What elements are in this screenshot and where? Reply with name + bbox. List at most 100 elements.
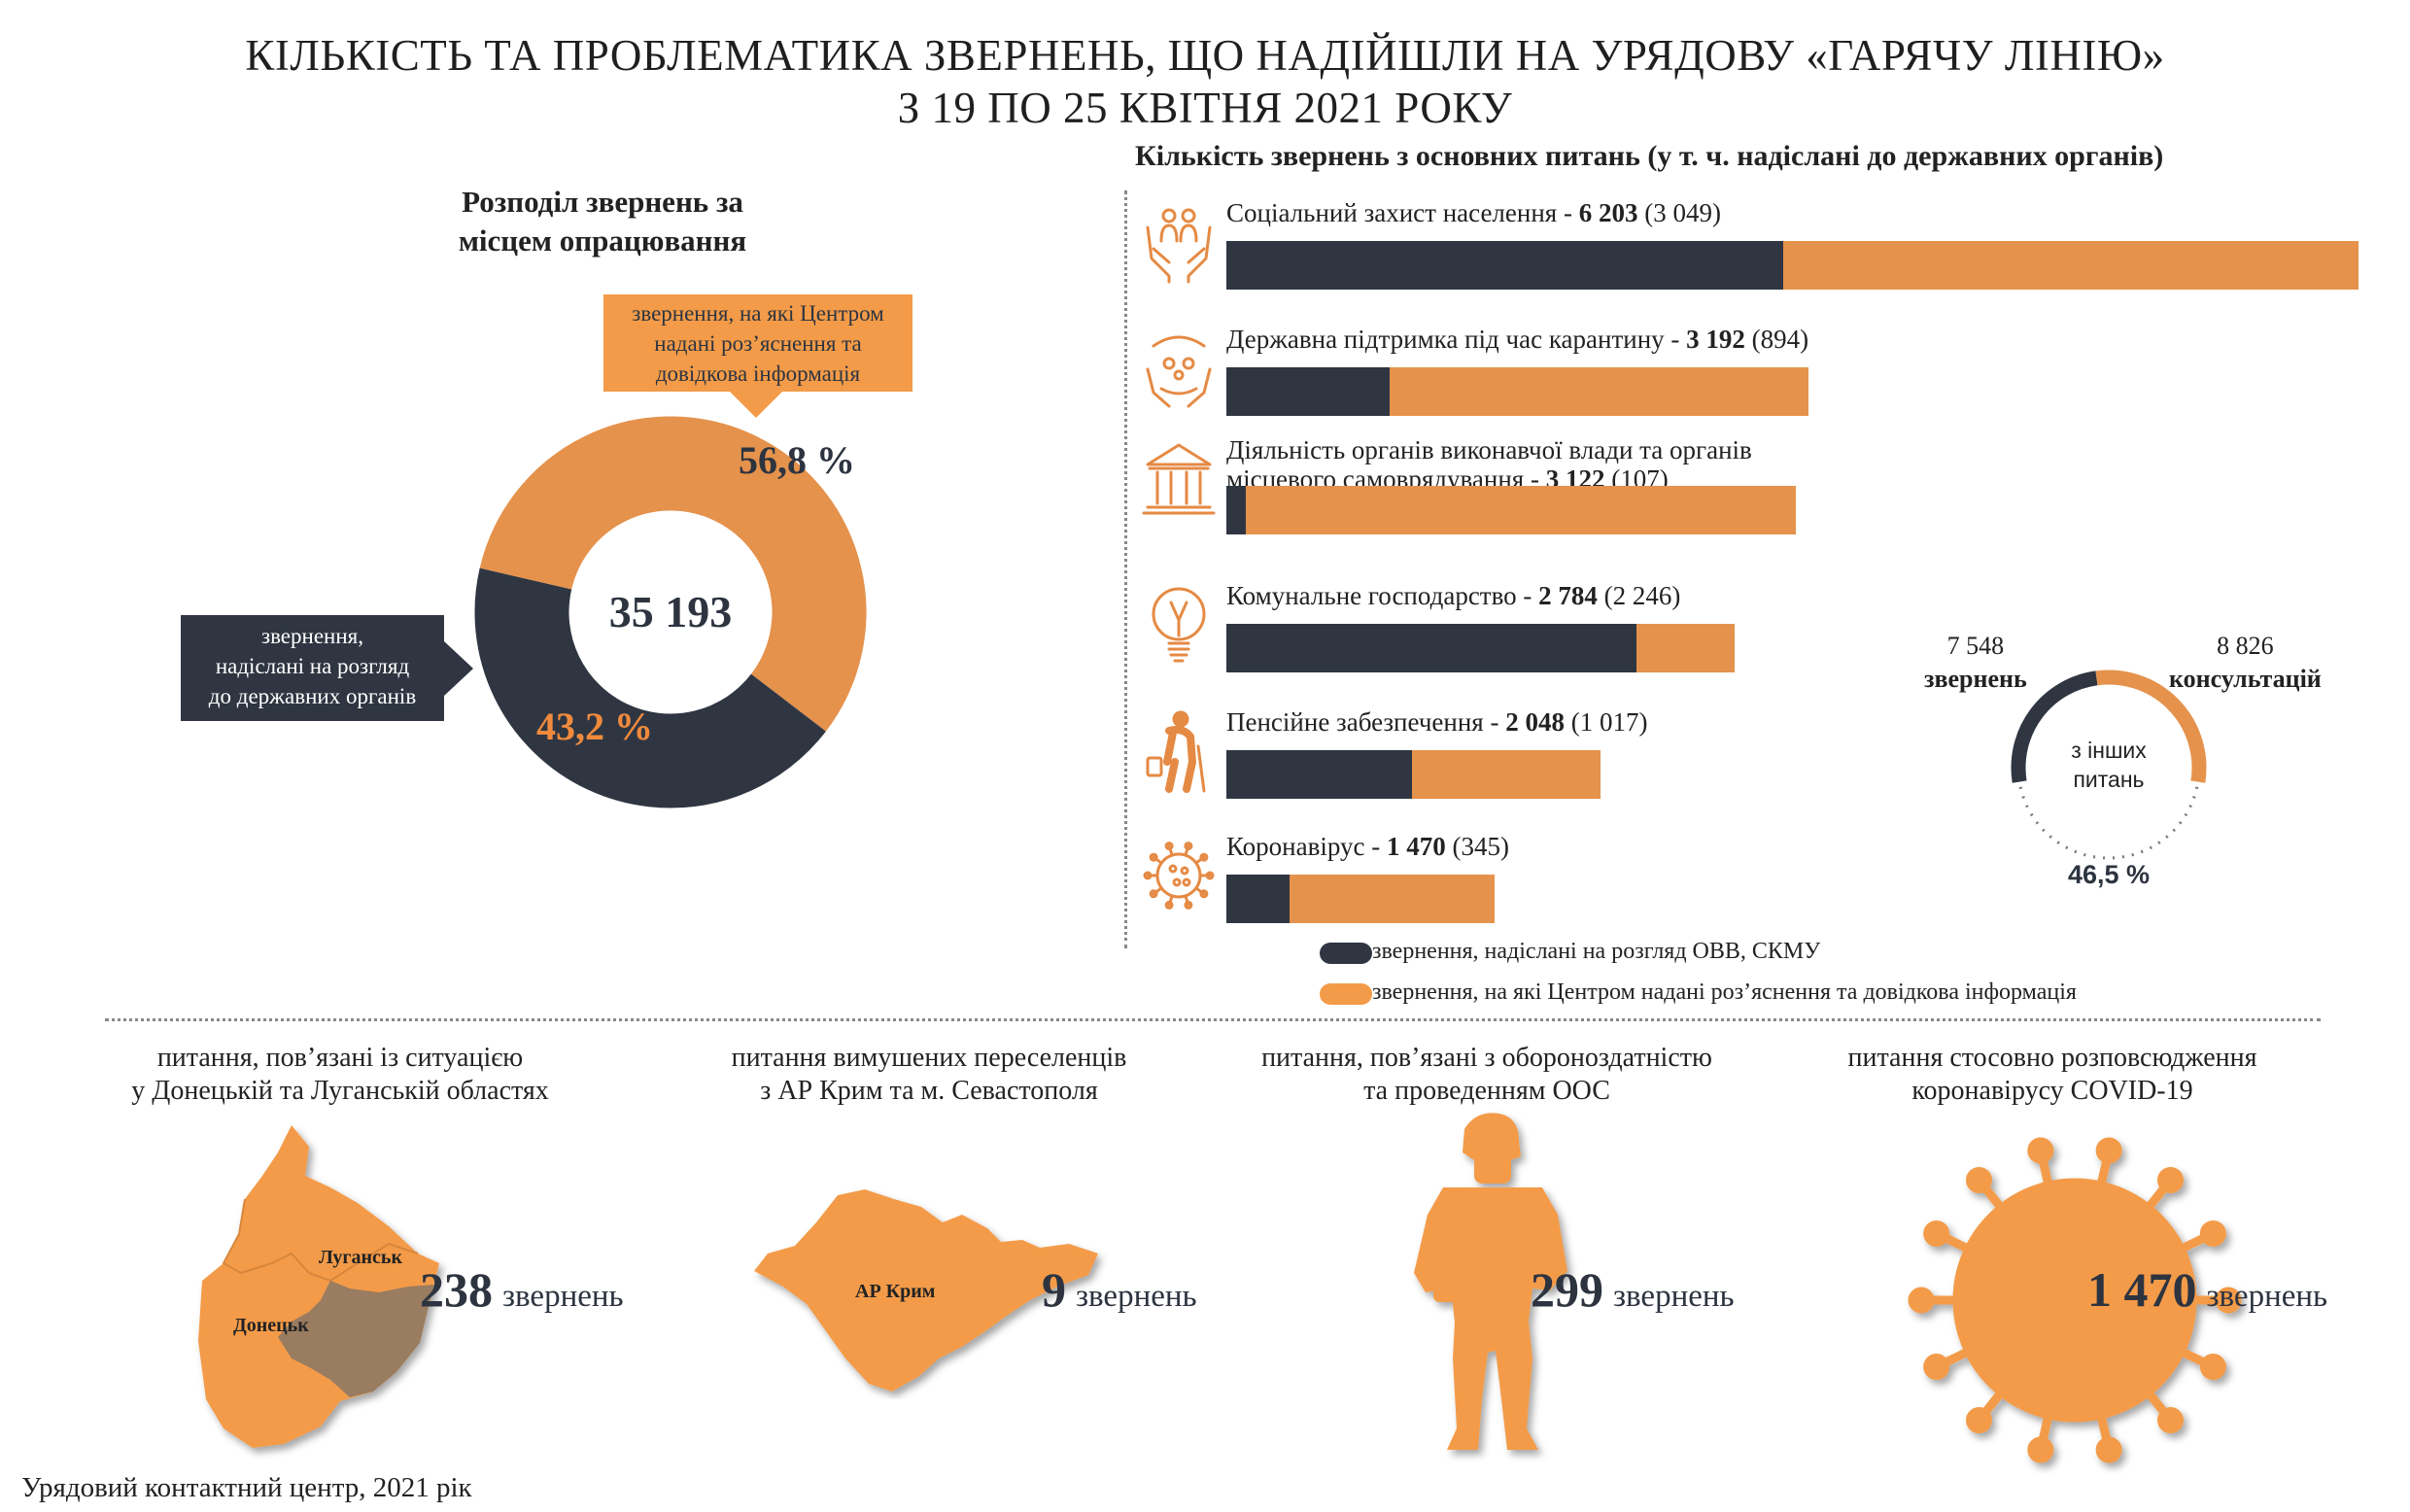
- count-number: 9: [1042, 1262, 1066, 1317]
- count-defense: 299 звернень: [1531, 1261, 1735, 1318]
- category-caption-line-2: коронавірусу COVID-19: [1911, 1076, 2193, 1106]
- bar-segment-sent: [1226, 875, 1290, 923]
- bar-segment-consulted: [1782, 241, 2358, 290]
- donut-heading: Розподіл звернень за місцем опрацювання: [330, 183, 875, 260]
- title-line-2: З 19 ПО 25 КВІТНЯ 2021 РОКУ: [897, 84, 1513, 132]
- bar-label-text: Державна підтримка під час карантину -: [1226, 325, 1687, 354]
- title-line-1: КІЛЬКІСТЬ ТА ПРОБЛЕМАТИКА ЗВЕРНЕНЬ, ЩО Н…: [245, 31, 2165, 80]
- bar-label: Соціальний захист населення - 6 203 (3 0…: [1226, 198, 1721, 227]
- page-title: КІЛЬКІСТЬ ТА ПРОБЛЕМАТИКА ЗВЕРНЕНЬ, ЩО Н…: [0, 29, 2410, 134]
- category-caption-defense: питання, пов’язані з обороноздатністю та…: [1215, 1042, 1759, 1108]
- crimea-map-icon: АР Крим: [754, 1189, 1098, 1392]
- people-in-hands-icon: [1146, 208, 1212, 284]
- soldier-icon: [1414, 1113, 1567, 1450]
- dark-callout-pointer: [444, 641, 473, 696]
- bar-label: Комунальне господарство - 2 784 (2 246): [1226, 581, 1680, 610]
- bar-label: Державна підтримка під час карантину - 3…: [1226, 325, 1808, 354]
- bar-label-text: Діяльність органів виконавчої влади та о…: [1226, 435, 1752, 464]
- other-right-number: 8 826: [2217, 632, 2274, 660]
- other-arcs: [2011, 670, 2207, 783]
- dark-callout: звернення, надіслані на розгляд до держа…: [181, 615, 444, 721]
- orange-callout-pointer: [729, 391, 783, 418]
- dark-percent: 43,2 %: [536, 704, 653, 748]
- light-bulb-icon: [1152, 587, 1206, 663]
- bar-segment-consulted: [1246, 486, 1797, 534]
- other-arc-requests: [2011, 670, 2098, 783]
- bar-total-value: 6 203: [1578, 198, 1638, 227]
- map-label-luhansk: Луганськ: [319, 1247, 402, 1268]
- category-caption-line-2: у Донецькій та Луганській областях: [131, 1076, 549, 1106]
- bar-label: Діяльність органів виконавчої влади та о…: [1226, 435, 1752, 494]
- section-divider: [105, 1018, 2321, 1021]
- orange-callout-line-2: надані роз’яснення та: [654, 331, 862, 356]
- count-number: 1 470: [2087, 1262, 2197, 1317]
- bar-segment-consulted: [1289, 875, 1496, 923]
- bar-sent-value: (3 049): [1637, 198, 1721, 227]
- donut-heading-line-1: Розподіл звернень за: [462, 185, 743, 219]
- bar-label-text: Комунальне господарство -: [1226, 581, 1539, 610]
- category-caption-line-2: з АР Крим та м. Севастополя: [760, 1076, 1098, 1106]
- category-caption-line-1: питання, пов’язані із ситуацією: [156, 1043, 524, 1073]
- other-percent: 46,5 %: [2068, 860, 2151, 889]
- elderly-person-icon: [1146, 710, 1206, 793]
- bar-segment-sent: [1226, 241, 1783, 290]
- bar-label: Коронавірус - 1 470 (345): [1226, 832, 1509, 861]
- bar-total-value: 2 048: [1505, 707, 1565, 737]
- count-unit: звернень: [1076, 1279, 1197, 1314]
- dark-callout-line-1: звернення,: [261, 624, 363, 648]
- other-right-text: 8 826 консультацій: [2169, 630, 2322, 696]
- hands-family-icon: [1146, 335, 1212, 408]
- bar-sent-value: (2 246): [1597, 581, 1681, 610]
- count-number: 299: [1531, 1262, 1603, 1317]
- other-left-text: 7 548 звернень: [1924, 630, 2027, 696]
- government-building-icon: [1142, 443, 1216, 515]
- map-label-crimea: АР Крим: [855, 1281, 935, 1302]
- other-left-label: звернень: [1924, 665, 2027, 693]
- donut-chart: 35 193: [474, 416, 867, 808]
- other-right-label: консультацій: [2169, 665, 2322, 693]
- category-caption-covid: питання стосовно розповсюдження коронаві…: [1780, 1042, 2324, 1108]
- category-caption-line-1: питання, пов’язані з обороноздатністю: [1261, 1043, 1712, 1073]
- orange-callout-line-1: звернення, на які Центром: [632, 301, 884, 326]
- count-unit: звернень: [1613, 1279, 1735, 1314]
- footer-source: Урядовий контактний центр, 2021 рік: [21, 1472, 472, 1503]
- orange-callout: звернення, на які Центром надані роз’ясн…: [603, 294, 912, 392]
- bar-label-text: Соціальний захист населення -: [1226, 198, 1579, 227]
- bar-segment-consulted: [1389, 367, 1809, 416]
- orange-percent: 56,8 %: [739, 438, 855, 482]
- category-caption-line-1: питання стосовно розповсюдження: [1847, 1043, 2257, 1073]
- legend-label-orange: звернення, на які Центром надані роз’ясн…: [1372, 979, 2077, 1005]
- legend-label-dark: звернення, надіслані на розгляд ОВВ, СКМ…: [1372, 939, 1821, 964]
- legend-swatch-orange: [1320, 983, 1372, 1005]
- orange-callout-line-3: довідкова інформація: [655, 361, 861, 386]
- bar-label-text: Пенсійне забезпечення -: [1226, 707, 1506, 737]
- bar-label: Пенсійне забезпечення - 2 048 (1 017): [1226, 707, 1647, 737]
- count-unit: звернень: [502, 1279, 624, 1314]
- bar-segment-sent: [1226, 486, 1247, 534]
- dark-callout-line-3: до державних органів: [208, 684, 417, 708]
- bar-segment-sent: [1226, 624, 1636, 672]
- category-caption-crimea: питання вимушених переселенців з АР Крим…: [657, 1042, 1201, 1108]
- donut-segments: [474, 416, 867, 808]
- bars-divider: [1124, 190, 1127, 948]
- map-label-donetsk: Донецьк: [233, 1315, 309, 1336]
- donut-segment-sent: [474, 567, 826, 808]
- category-caption-line-1: питання вимушених переселенців: [731, 1043, 1127, 1073]
- virus-icon: [1143, 842, 1215, 910]
- count-crimea: 9 звернень: [1042, 1261, 1197, 1318]
- bar-segment-consulted: [1635, 624, 1735, 672]
- category-caption-donbas: питання, пов’язані із ситуацією у Донець…: [68, 1042, 612, 1108]
- other-left-number: 7 548: [1946, 632, 2005, 660]
- bar-total-value: 1 470: [1386, 832, 1446, 861]
- count-number: 238: [420, 1262, 493, 1317]
- coronavirus-icon: [1908, 1137, 2242, 1463]
- bar-sent-value: (894): [1744, 325, 1809, 354]
- bar-segment-sent: [1226, 367, 1390, 416]
- other-center-line-1: з інших: [2071, 738, 2147, 763]
- count-covid: 1 470 звернень: [2087, 1261, 2327, 1318]
- other-donut: з інших питань: [2011, 670, 2207, 860]
- bars-heading: Кількість звернень з основних питань (у …: [1135, 140, 2164, 172]
- count-donbas: 238 звернень: [420, 1261, 624, 1318]
- dark-callout-line-2: надіслані на розгляд: [215, 654, 410, 678]
- legend-swatch-dark: [1320, 943, 1372, 964]
